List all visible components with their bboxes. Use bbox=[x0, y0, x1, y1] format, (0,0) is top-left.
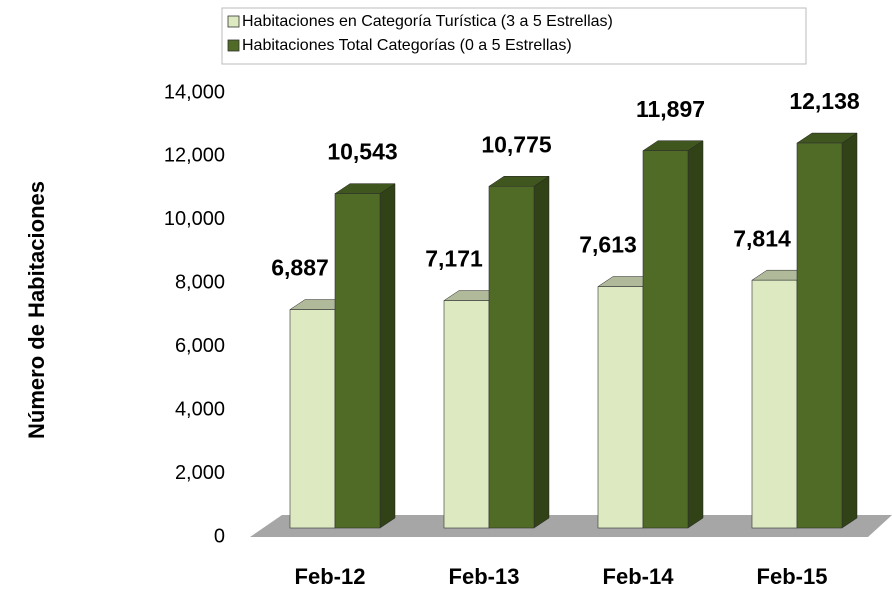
y-tick-label: 10,000 bbox=[164, 208, 225, 230]
x-tick-label: Feb-12 bbox=[295, 564, 366, 589]
value-label: 10,543 bbox=[327, 139, 397, 165]
y-tick-label: 12,000 bbox=[164, 145, 225, 167]
value-label: 6,887 bbox=[271, 255, 329, 281]
bar bbox=[488, 185, 535, 529]
legend-swatch bbox=[227, 39, 240, 52]
x-tick-label: Feb-15 bbox=[757, 564, 828, 589]
value-label: 10,775 bbox=[481, 131, 552, 157]
legend-swatch bbox=[227, 15, 240, 28]
value-label: 7,613 bbox=[579, 232, 637, 258]
value-label: 7,171 bbox=[425, 246, 483, 272]
value-label: 11,897 bbox=[636, 96, 705, 122]
y-tick-label: 14,000 bbox=[164, 81, 225, 103]
x-tick-label: Feb-13 bbox=[449, 564, 520, 589]
x-tick-label: Feb-14 bbox=[603, 564, 675, 589]
value-label: 7,814 bbox=[733, 225, 791, 251]
bar bbox=[443, 300, 490, 529]
bar bbox=[334, 193, 381, 529]
y-axis-title: Número de Habitaciones bbox=[24, 181, 49, 439]
bar bbox=[289, 309, 336, 529]
y-tick-label: 4,000 bbox=[175, 398, 225, 420]
bar-side bbox=[841, 132, 858, 529]
bar-side bbox=[379, 183, 396, 529]
floor bbox=[250, 515, 892, 537]
legend-box bbox=[221, 7, 807, 65]
y-tick-label: 6,000 bbox=[175, 335, 225, 357]
bar bbox=[751, 279, 798, 529]
bar bbox=[642, 150, 689, 529]
y-tick-label: 0 bbox=[214, 525, 225, 547]
legend-label: Habitaciones Total Categorías (0 a 5 Est… bbox=[242, 37, 572, 54]
y-tick-label: 8,000 bbox=[175, 272, 225, 294]
legend-label: Habitaciones en Categoría Turística (3 a… bbox=[242, 13, 613, 30]
value-label: 12,138 bbox=[789, 88, 860, 114]
y-tick-label: 2,000 bbox=[175, 462, 225, 484]
bar-side bbox=[687, 140, 704, 529]
bar-side bbox=[533, 175, 550, 529]
bar bbox=[597, 286, 644, 529]
bar bbox=[796, 142, 843, 529]
